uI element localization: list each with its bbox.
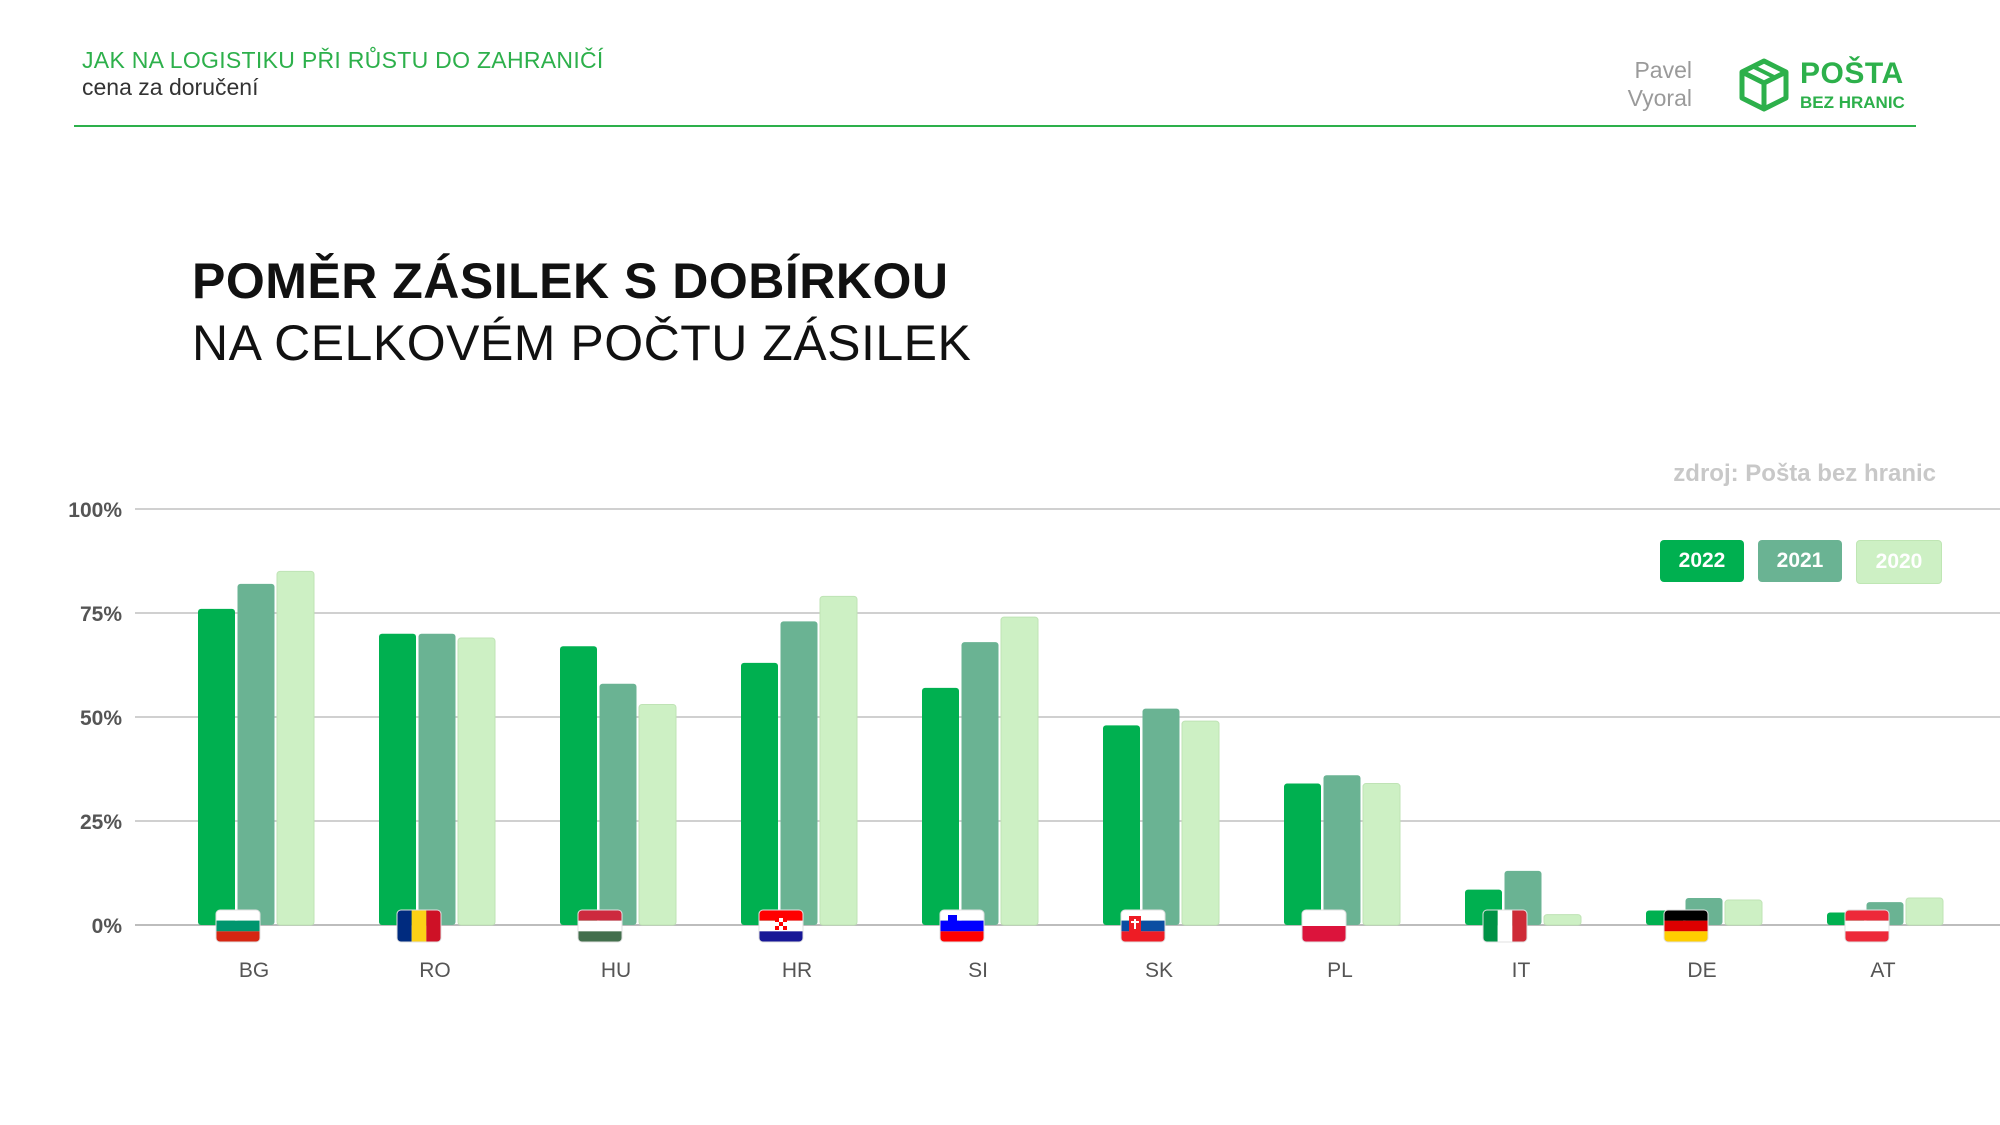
y-tick-label: 100% [68,499,122,522]
bar-it-2020 [1543,914,1582,926]
bar-hr-2020 [819,595,858,926]
y-tick-label: 75% [80,603,122,626]
x-tick-label: SI [968,959,988,982]
x-tick-label: AT [1870,959,1895,982]
x-tick-label: SK [1145,959,1173,982]
legend-item-2022: 2022 [1660,540,1744,582]
bar-pl-2021 [1323,775,1361,925]
bar-hr-2021 [780,621,818,925]
y-tick-label: 50% [80,707,122,730]
y-tick-label: 0% [92,915,123,938]
bar-sk-2020 [1181,720,1220,926]
author-last-name: Vyoral [1627,85,1692,111]
legend-item-2021: 2021 [1758,540,1842,582]
bar-si-2021 [961,642,999,925]
author-first-name: Pavel [1634,57,1692,83]
bar-hr-2022 [741,662,778,925]
header-divider [74,125,1916,127]
flag-pl-icon [1301,909,1347,943]
chart-title: POMĚR ZÁSILEK S DOBÍRKOU [192,253,949,309]
legend-item-2020: 2020 [1856,540,1942,584]
flag-de-icon [1663,909,1709,943]
flag-hu-icon [577,909,623,943]
bar-bg-2020 [276,570,315,926]
x-tick-label: DE [1687,959,1716,982]
x-tick-label: HR [782,959,812,982]
flag-ro-icon [396,909,442,943]
bar-bg-2022 [198,608,235,925]
logo-name: POŠTA [1800,57,1904,90]
bar-si-2022 [922,687,959,925]
flag-hr-icon [758,909,804,943]
x-tick-label: BG [239,959,269,982]
x-tick-label: HU [601,959,631,982]
header-subtitle: cena za doručení [82,74,259,100]
bar-ro-2021 [418,633,456,925]
author-name: Pavel Vyoral [1560,56,1692,112]
x-tick-label: RO [419,959,451,982]
chart-source: zdroj: Pošta bez hranic [1673,460,1936,487]
bar-at-2020 [1905,897,1944,926]
bar-de-2020 [1724,899,1763,926]
bar-pl-2022 [1284,783,1321,925]
chart-subtitle: NA CELKOVÉM POČTU ZÁSILEK [192,315,972,371]
bar-hu-2021 [599,683,637,925]
brand-logo: POŠTA BEZ HRANIC [1738,55,1918,115]
bar-pl-2020 [1362,783,1401,926]
flag-at-icon [1844,909,1890,943]
bar-ro-2022 [379,633,416,925]
flag-si-icon [939,909,985,943]
bar-sk-2022 [1103,725,1140,925]
flag-sk-icon [1120,909,1166,943]
bar-bg-2021 [237,583,275,925]
flag-bg-icon [215,909,261,943]
box-icon [1739,58,1789,112]
x-tick-label: PL [1327,959,1353,982]
bar-hu-2020 [638,704,677,926]
x-tick-label: IT [1512,959,1531,982]
header-title: JAK NA LOGISTIKU PŘI RŮSTU DO ZAHRANIČÍ [82,47,604,73]
bar-ro-2020 [457,637,496,926]
logo-tagline: BEZ HRANIC [1800,93,1905,112]
bar-sk-2021 [1142,708,1180,925]
bar-si-2020 [1000,616,1039,926]
bar-hu-2022 [560,646,597,925]
y-tick-label: 25% [80,811,122,834]
flag-it-icon [1482,909,1528,943]
